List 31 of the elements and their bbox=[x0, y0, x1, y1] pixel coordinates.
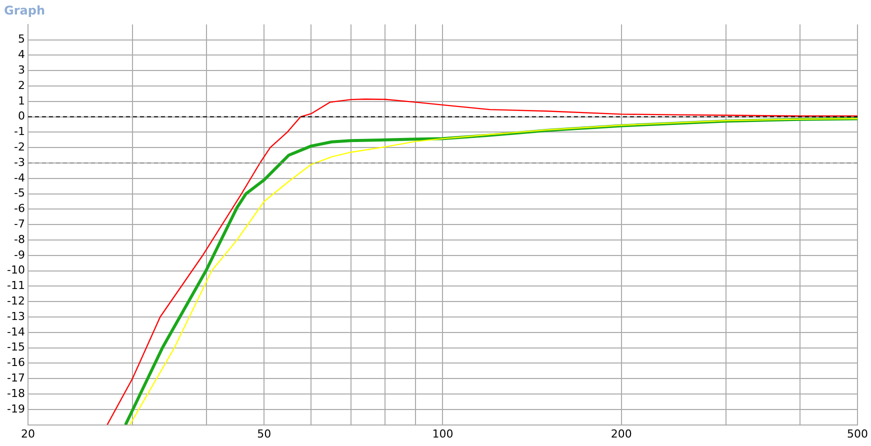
y-tick-label: -11 bbox=[7, 279, 25, 292]
y-tick-label: -18 bbox=[7, 386, 25, 400]
y-tick-label: -2 bbox=[14, 140, 25, 154]
y-tick-label: -6 bbox=[14, 202, 25, 216]
x-tick-label: 100 bbox=[432, 427, 454, 440]
y-tick-label: -15 bbox=[7, 340, 25, 354]
y-tick-label: -16 bbox=[7, 356, 25, 370]
chart-title: Graph bbox=[4, 3, 45, 18]
y-tick-label: -1 bbox=[14, 125, 25, 138]
y-tick-label: 4 bbox=[18, 48, 25, 62]
y-tick-label: -5 bbox=[14, 186, 25, 200]
x-tick-label: 50 bbox=[257, 427, 272, 440]
y-tick-label: -10 bbox=[7, 264, 25, 277]
y-tick-label: -13 bbox=[7, 310, 25, 323]
y-tick-label: -12 bbox=[7, 294, 25, 308]
y-tick-label: 0 bbox=[18, 110, 25, 123]
x-tick-label: 20 bbox=[20, 427, 35, 440]
y-tick-label: -14 bbox=[7, 325, 25, 338]
y-tick-label: 3 bbox=[18, 63, 25, 76]
y-tick-label: 2 bbox=[18, 78, 25, 92]
x-tick-label: 200 bbox=[610, 427, 632, 440]
y-tick-label: -19 bbox=[7, 402, 25, 416]
y-tick-label: 1 bbox=[18, 94, 25, 108]
y-tick-label: -7 bbox=[14, 217, 25, 230]
y-tick-label: -9 bbox=[14, 248, 25, 262]
y-tick-label: -8 bbox=[14, 232, 25, 246]
x-tick-label: 500 bbox=[847, 427, 868, 440]
y-tick-label: -3 bbox=[14, 156, 25, 169]
y-tick-label: -4 bbox=[14, 171, 25, 184]
y-tick-label: -17 bbox=[7, 371, 25, 384]
y-tick-label: 5 bbox=[18, 32, 25, 46]
